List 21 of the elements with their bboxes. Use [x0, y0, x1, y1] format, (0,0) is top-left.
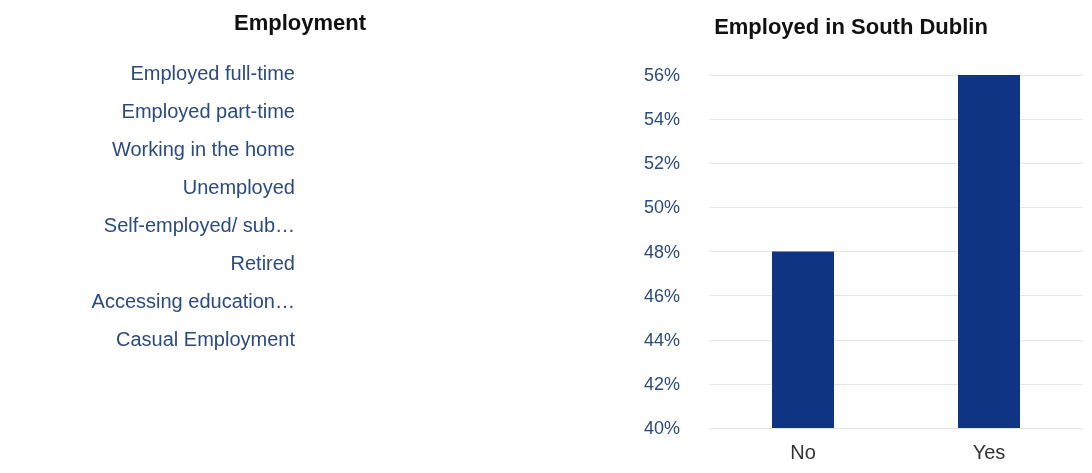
- y-tick-label: 52%: [643, 153, 680, 174]
- text: Employed full-time: [129, 61, 295, 86]
- y-tick-label: 48%: [643, 241, 680, 262]
- y-tick-label: 46%: [643, 285, 680, 306]
- text: Employed part-time: [120, 99, 295, 124]
- x-tick-label: No: [790, 441, 816, 463]
- y-tick-label: 56%: [643, 65, 680, 85]
- text: Unemployed: [181, 175, 295, 200]
- text: Casual Employment: [115, 327, 295, 352]
- text: Retired: [229, 251, 295, 276]
- text: Employment: [233, 10, 367, 36]
- text: Working in the home: [110, 137, 295, 162]
- y-tick-label: 50%: [643, 197, 680, 218]
- y-tick-label: 40%: [643, 418, 680, 438]
- y-tick-label: 42%: [643, 373, 680, 394]
- x-tick-label: Yes: [972, 441, 1006, 463]
- y-tick-label: 54%: [643, 109, 680, 130]
- text: Accessing education…: [90, 289, 295, 314]
- y-tick-label: 44%: [643, 329, 680, 350]
- text: Self-employed/ sub…: [102, 213, 295, 238]
- chart-title: Employed in South Dublin: [714, 13, 988, 39]
